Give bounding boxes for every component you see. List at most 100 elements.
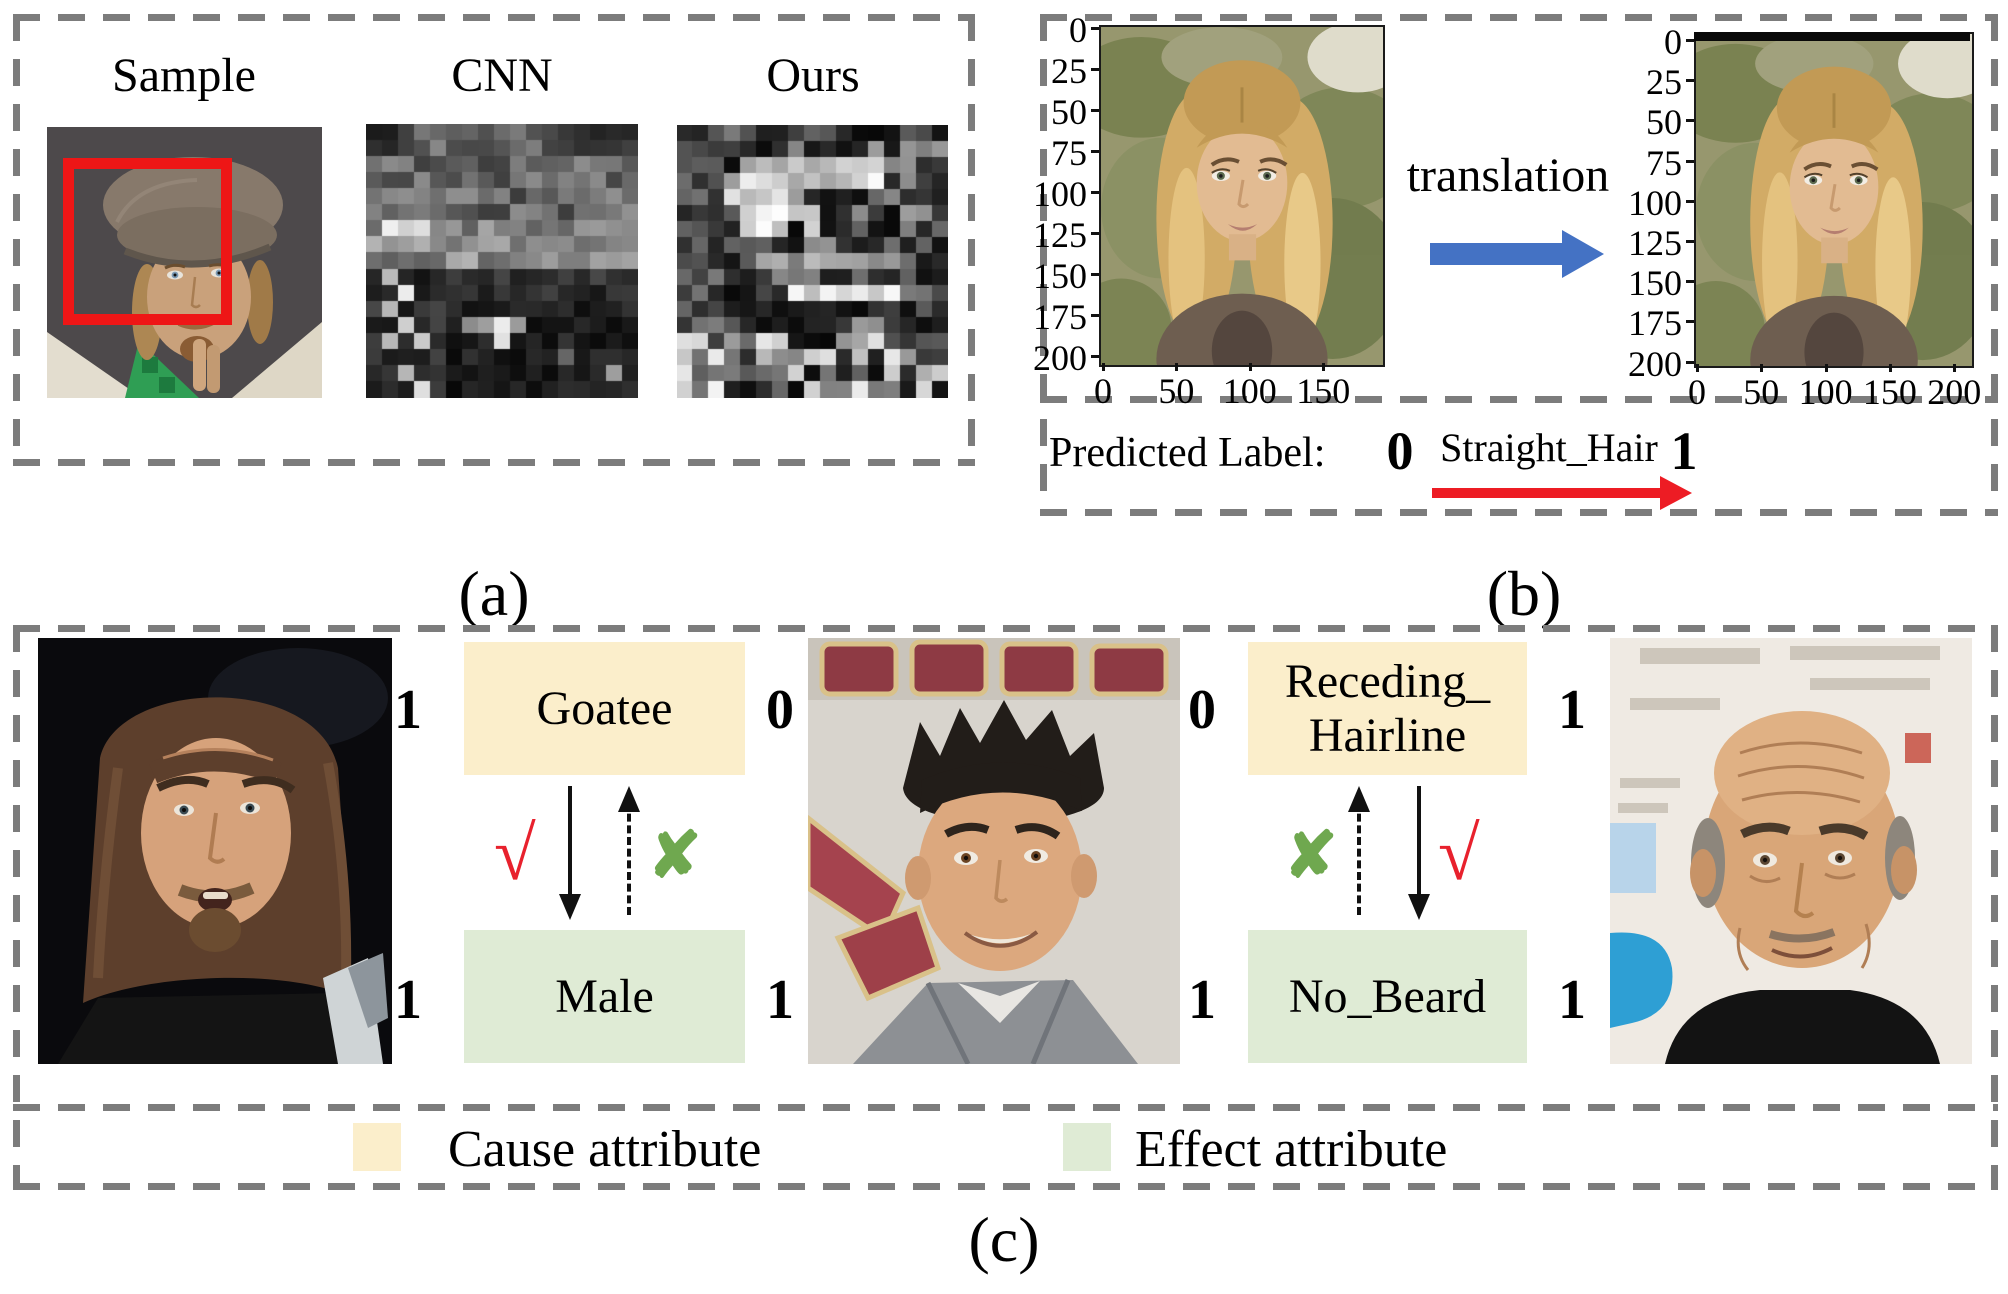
x-tick-mark: [1102, 363, 1105, 371]
y-tick-label: 25: [1051, 51, 1087, 91]
diagram1-cause-left-value: 1: [394, 679, 422, 741]
no-goatee-example-photo: [808, 638, 1180, 1064]
panel-a-border-right: [968, 14, 975, 466]
effect-legend-label: Effect attribute: [1135, 1121, 1448, 1178]
y-tick-label: 125: [1033, 215, 1087, 255]
diagram2-cause-right-value: 1: [1558, 679, 1586, 741]
y-tick-label: 175: [1628, 303, 1682, 344]
x-tick-mark: [1248, 363, 1252, 371]
diagram1-cause-box: Goatee: [464, 642, 745, 775]
older-man-illustration: [1610, 638, 1972, 1064]
diagram1-causal-arrow-head: [559, 894, 581, 920]
panel-b-border-top: [1040, 14, 1998, 21]
predicted-label-prefix: Predicted Label:: [1049, 430, 1326, 476]
translated-image-top-bar: [1694, 32, 1970, 41]
y-tick-mark: [1686, 159, 1694, 163]
panel-b-inner-divider: [1040, 396, 1998, 403]
x-tick-label: 50: [1743, 372, 1780, 412]
y-tick-mark: [1091, 27, 1099, 30]
y-tick-mark: [1686, 79, 1694, 83]
y-tick-mark: [1091, 232, 1099, 235]
x-tick-mark: [1322, 363, 1326, 371]
cnn-attention-heatmap: [366, 124, 638, 398]
x-tick-label: 0: [1688, 372, 1706, 412]
y-tick-mark: [1091, 273, 1099, 276]
sample-photo: [47, 127, 322, 398]
panel-a-border-left: [13, 14, 20, 466]
y-tick-label: 125: [1628, 223, 1682, 263]
diagram2-effect-label: No_Beard: [1288, 969, 1487, 1023]
panel-c-border-bottom: [13, 1183, 1998, 1190]
diagram1-causal-arrow-line: [568, 786, 572, 898]
predicted-to-value: 1: [1670, 421, 1698, 481]
x-tick-label: 0: [1094, 371, 1112, 411]
diagram2-effect-box: No_Beard: [1248, 930, 1527, 1063]
y-tick-label: 0: [1664, 22, 1682, 62]
diagram1-effect-label: Male: [555, 969, 654, 1023]
cause-legend-swatch: [353, 1123, 401, 1171]
diagram2-cause-label-line2: Hairline: [1308, 708, 1467, 762]
x-tick-mark: [1888, 364, 1892, 372]
attribute-arrow-head: [1660, 476, 1692, 510]
ours-attention-heatmap: [677, 125, 948, 398]
diagram1-invalid-cross-icon: ✘: [648, 820, 702, 891]
diagram2-invalid-cross-icon: ✘: [1284, 820, 1338, 891]
y-tick-label: 50: [1646, 102, 1682, 143]
y-tick-label: 150: [1033, 256, 1087, 296]
diagram2-effect-right-value: 1: [1558, 969, 1586, 1031]
caption-b: (b): [1486, 558, 1562, 629]
y-tick-mark: [1686, 320, 1694, 324]
caption-c: (c): [968, 1204, 1040, 1275]
y-tick-mark: [1091, 314, 1099, 317]
x-tick-mark: [1760, 364, 1764, 372]
diagram2-causal-arrow-head: [1408, 894, 1430, 920]
panel-b-border-right: [1991, 14, 1998, 516]
woman-face-illustration: [1101, 27, 1383, 365]
translation-label: translation: [1406, 149, 1610, 202]
y-tick-label: 150: [1628, 263, 1682, 304]
x-tick-label: 200: [1927, 372, 1982, 412]
woman-face-illustration: [1696, 34, 1972, 366]
panel-a-border-bottom: [13, 459, 975, 466]
x-tick-label: 50: [1158, 371, 1195, 411]
goatee-example-photo: [38, 638, 392, 1064]
panel-b-border-left: [1040, 14, 1047, 516]
y-tick-mark: [1686, 360, 1694, 364]
x-tick-mark: [1953, 364, 1957, 372]
y-tick-label: 50: [1051, 92, 1087, 132]
diagram2-valid-check-icon: √: [1438, 812, 1480, 896]
receding-hairline-example-photo: [1610, 638, 1972, 1064]
y-tick-label: 175: [1033, 297, 1087, 337]
cnn-column-title: CNN: [451, 49, 553, 102]
diagram1-cause-right-value: 0: [766, 679, 794, 741]
predicted-attribute-label: Straight_Hair: [1440, 425, 1658, 470]
diagram1-effect-left-value: 1: [394, 969, 422, 1031]
diagram2-reverse-arrow-line: [1357, 802, 1361, 915]
young-man-illustration: [808, 638, 1180, 1064]
x-tick-mark: [1696, 364, 1699, 372]
diagram1-effect-right-value: 1: [766, 969, 794, 1031]
y-tick-label: 0: [1069, 10, 1087, 50]
y-tick-label: 100: [1033, 174, 1087, 214]
x-tick-mark: [1824, 364, 1828, 372]
diagram2-causal-arrow-line: [1417, 786, 1421, 898]
y-tick-label: 75: [1051, 133, 1087, 173]
translation-arrow-head: [1562, 230, 1604, 278]
panel-b-border-bottom: [1040, 509, 1998, 516]
diagram1-effect-box: Male: [464, 930, 745, 1063]
y-tick-mark: [1091, 191, 1099, 194]
capped-man-illustration: [47, 127, 322, 398]
y-tick-mark: [1686, 199, 1694, 203]
x-tick-label: 100: [1222, 371, 1277, 411]
source-face-image: [1099, 25, 1385, 367]
y-tick-mark: [1686, 280, 1694, 284]
predicted-from-value: 0: [1386, 421, 1414, 481]
y-tick-label: 200: [1033, 338, 1087, 378]
panel-c-border-left: [13, 625, 20, 1190]
panel-a-border-top: [13, 14, 975, 21]
sample-column-title: Sample: [112, 49, 256, 102]
translation-arrow-body: [1430, 243, 1562, 265]
ours-column-title: Ours: [766, 49, 860, 102]
panel-c-inner-divider: [13, 1104, 1998, 1111]
caption-a: (a): [458, 558, 530, 629]
